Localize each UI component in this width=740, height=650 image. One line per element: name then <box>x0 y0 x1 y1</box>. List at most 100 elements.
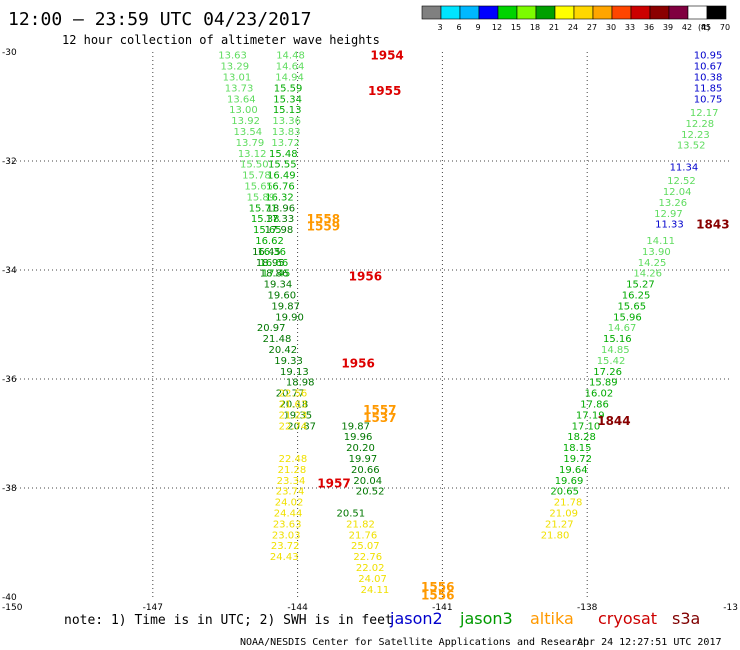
wave-height-value: 12.28 <box>686 119 715 130</box>
satellite-legend-jason3: jason3 <box>459 609 513 628</box>
wave-height-value: 13.64 <box>227 94 256 105</box>
wave-height-value: 16.62 <box>255 236 284 247</box>
wave-height-value: 11.34 <box>670 162 699 173</box>
wave-height-value: 10.95 <box>694 51 723 62</box>
wave-height-value: 21.09 <box>549 509 578 520</box>
y-tick-label: -38 <box>2 484 17 494</box>
wave-height-value: 24.43 <box>270 552 299 563</box>
x-tick-label: -147 <box>143 603 163 613</box>
wave-height-value: 19.87 <box>271 301 300 312</box>
pass-time-label: 1556 <box>421 588 454 602</box>
wave-height-value: 19.87 <box>341 421 370 432</box>
wave-height-value: 15.96 <box>613 312 642 323</box>
footer-credit: NOAA/NESDIS Center for Satellite Applica… <box>240 637 589 648</box>
wave-height-value: 17.26 <box>593 367 622 378</box>
y-tick-label: -34 <box>2 266 17 276</box>
track-east-h: 14.67 <box>608 323 637 334</box>
wave-height-value: 23.72 <box>271 541 300 552</box>
wave-height-value: 18.15 <box>563 443 592 454</box>
legend-swatch <box>592 5 613 20</box>
x-axis-tick-labels: -150 -147 -144 -141 -138 -13 <box>2 603 738 613</box>
wave-height-value: 13.52 <box>677 141 706 152</box>
chart-title: 12:00 — 23:59 UTC 04/23/2017 <box>8 9 311 30</box>
wave-height-value: 13.26 <box>658 198 687 209</box>
wave-height-value: 19.33 <box>274 356 303 367</box>
pass-time-label: 1957 <box>317 477 350 491</box>
legend-swatch <box>649 5 670 20</box>
wave-height-value: 18.86 <box>260 269 289 280</box>
legend-swatch <box>554 5 575 20</box>
legend-tick-label: 12 <box>492 23 502 32</box>
pass-time-label: 1956 <box>341 357 374 371</box>
wave-height-value: 23.74 <box>276 487 305 498</box>
legend-tick-label: 24 <box>568 23 578 32</box>
wave-height-value: 15.55 <box>268 160 297 171</box>
wave-height-value: 24.44 <box>274 509 303 520</box>
legend-swatch <box>421 5 442 20</box>
wave-height-value: 20.66 <box>351 465 380 476</box>
legend-swatch <box>440 5 461 20</box>
wave-height-value: 16.36 <box>257 247 286 258</box>
legend-tick-label: 27 <box>587 23 597 32</box>
wave-height-value: 25.07 <box>351 541 380 552</box>
x-tick-label: -144 <box>287 603 308 613</box>
wave-height-value: 21.80 <box>541 530 570 541</box>
wave-height-value: 20.51 <box>337 509 366 520</box>
wave-height-tracks: 10.9510.6710.3811.8510.7512.1712.2812.23… <box>218 51 722 596</box>
wave-height-value: 19.60 <box>268 291 297 302</box>
wave-height-value: 16.02 <box>585 389 614 400</box>
legend-swatch <box>687 5 708 20</box>
legend-tick-label: 18 <box>530 23 540 32</box>
track-east-i: 15.16 <box>603 334 632 345</box>
track-mid-j: 22.4821.2823.3423.7424.0224.4423.6323.03… <box>270 454 307 563</box>
legend-unit-label: (ft) <box>698 23 710 32</box>
footer-timestamp: Apr 24 12:27:51 UTC 2017 <box>577 637 722 648</box>
track-east-e: 11.33 <box>655 220 684 231</box>
pass-time-label: 1537 <box>363 411 396 425</box>
pass-time-label: 1559 <box>307 219 340 233</box>
wave-height-value: 15.38 <box>251 214 280 225</box>
wave-height-value: 21.27 <box>545 519 574 530</box>
wave-height-value: 16.49 <box>267 171 296 182</box>
wave-height-value: 16.66 <box>260 258 289 269</box>
wave-height-value: 22.02 <box>356 563 385 574</box>
x-tick-label: -141 <box>432 603 452 613</box>
wave-height-value: 23.63 <box>273 519 302 530</box>
wave-height-value: 22.48 <box>279 454 308 465</box>
y-tick-label: -40 <box>2 593 17 603</box>
legend-tick-label: 42 <box>682 23 692 32</box>
chart-subtitle: 12 hour collection of altimeter wave hei… <box>62 33 380 47</box>
wave-height-value: 22.76 <box>353 552 382 563</box>
satellite-legend-altika: altika <box>530 609 574 628</box>
wave-height-value: 17.10 <box>572 421 601 432</box>
wave-height-value: 15.65 <box>617 301 646 312</box>
wave-height-value: 21.28 <box>278 465 307 476</box>
wave-height-value: 24.07 <box>358 574 387 585</box>
x-tick-label: -150 <box>2 603 23 613</box>
legend-swatch <box>478 5 499 20</box>
wave-height-value: 15.59 <box>274 83 303 94</box>
legend-tick-label: 39 <box>663 23 673 32</box>
wave-height-value: 18.96 <box>267 203 296 214</box>
legend-tick-label: 45 <box>701 23 711 32</box>
wave-height-value: 15.65 <box>244 182 273 193</box>
x-tick-label: -13 <box>723 603 738 613</box>
wave-height-value: 23.34 <box>277 476 306 487</box>
wave-height-value: 17.19 <box>576 410 605 421</box>
legend-swatch <box>630 5 651 20</box>
wave-height-value: 14.25 <box>638 258 667 269</box>
satellite-legend: jason2 jason3 altika cryosat s3a <box>389 609 700 628</box>
color-legend: 3 6 9 12 15 18 21 24 27 30 33 36 39 42 45 70(ft) <box>421 5 730 32</box>
plot-grid <box>8 52 732 597</box>
wave-height-value: 14.11 <box>646 236 675 247</box>
